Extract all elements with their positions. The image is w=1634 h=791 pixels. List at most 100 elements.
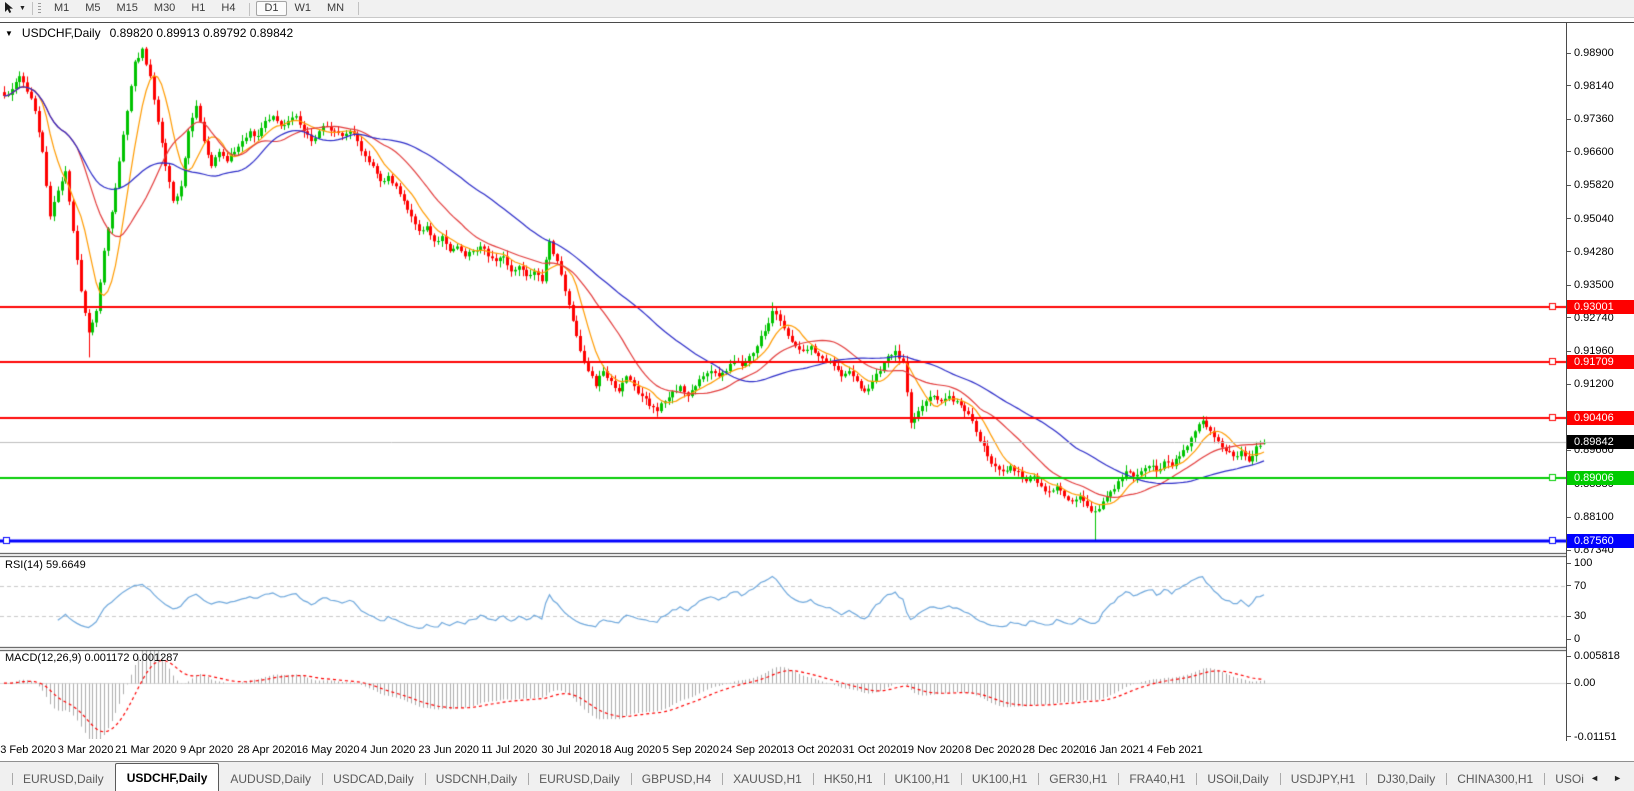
price-axis-tick-label: 0.98900 (1574, 47, 1614, 59)
price-level-badge: 0.89006 (1567, 471, 1634, 486)
collapse-arrow-icon[interactable]: ▼ (5, 28, 13, 38)
timeframe-button-label: W1 (294, 2, 312, 14)
price-axis-tick: 0.92740 (1567, 311, 1614, 325)
timeframe-button[interactable]: M5 (77, 1, 108, 16)
toolbar-grip[interactable] (37, 3, 41, 14)
toolbar-separator (31, 2, 33, 15)
date-axis-label: 21 Mar 2020 (115, 744, 177, 756)
symbol-tab[interactable]: UK100,H1 (883, 767, 961, 791)
rsi-indicator-label: RSI(14) 59.6649 (5, 559, 86, 571)
symbol-tab[interactable]: UK100,H1 (960, 767, 1038, 791)
timeframe-button[interactable]: H1 (183, 1, 213, 16)
price-axis-tick: 0.96600 (1567, 145, 1614, 159)
symbol-tab-label: UK100,H1 (894, 772, 950, 786)
price-level-badge: 0.91709 (1567, 355, 1634, 370)
rsi-axis-tick-label: 30 (1574, 610, 1587, 623)
tick-dash (1567, 85, 1571, 87)
symbol-tab-label: CHINA300,H1 (1457, 772, 1534, 786)
price-axis-tick-label: 0.94280 (1574, 245, 1614, 258)
dropdown-caret-icon[interactable]: ▼ (19, 5, 26, 12)
tick-dash (1567, 549, 1571, 551)
date-axis-label: 3 Mar 2020 (57, 744, 114, 756)
symbol-tab[interactable]: FRA40,H1 (1118, 767, 1196, 791)
symbol-tab[interactable]: EURUSD,Daily (528, 767, 631, 791)
timeframe-button-label: H1 (191, 2, 206, 14)
price-axis-tick: 0.91200 (1567, 377, 1614, 391)
date-axis[interactable]: 13 Feb 2020 3 Mar 2020 21 Mar 2020 9 Apr 20… (0, 739, 1634, 761)
symbol-tab[interactable]: USDJPY,H1 (1279, 767, 1366, 791)
symbol-tab[interactable]: USDCHF,Daily (114, 763, 220, 791)
date-axis-label: 4 Feb 2021 (1147, 744, 1203, 756)
price-axis-tick: 0.88100 (1567, 510, 1614, 524)
tick-dash (1567, 585, 1571, 587)
cursor-tool-group[interactable]: ▼ (0, 0, 29, 17)
price-axis-tick-label: 0.91200 (1574, 378, 1614, 391)
timeframe-button[interactable]: M15 (109, 1, 146, 16)
symbol-tab[interactable]: AUDUSD,Daily (219, 767, 322, 791)
macd-axis-tick-label: 0.00 (1574, 677, 1596, 690)
symbol-tab[interactable]: HK50,H1 (812, 767, 884, 791)
price-axis-tick-label: 0.93500 (1574, 279, 1614, 292)
symbol-tab-label: XAUUSD,H1 (733, 772, 802, 786)
tick-dash (1567, 151, 1571, 153)
price-axis-tick-label: 0.98140 (1574, 79, 1614, 92)
tabs-scroll-left-icon[interactable]: ◄ (1590, 773, 1600, 783)
symbol-tab[interactable]: USOil,Daily (1196, 767, 1279, 791)
price-axis-tick: 0.95040 (1567, 212, 1614, 226)
timeframe-button[interactable]: MN (319, 1, 352, 16)
date-axis-label: 31 Oct 2020 (842, 744, 903, 756)
macd-axis-tick-label: -0.01151 (1574, 730, 1617, 743)
timeframe-button-label: M1 (53, 2, 70, 14)
macd-axis-tick: -0.01151 (1567, 730, 1617, 744)
price-axis-tick: 0.95820 (1567, 178, 1614, 192)
tick-dash (1567, 218, 1571, 220)
date-axis-label: 9 Apr 2020 (179, 744, 234, 756)
timeframe-button[interactable]: D1 (249, 1, 287, 16)
price-level-badge: 0.87560 (1567, 533, 1634, 548)
symbol-tab-label: USDCAD,Daily (333, 772, 414, 786)
date-axis-label: 11 Jul 2020 (481, 744, 538, 756)
timeframe-button[interactable]: H4 (213, 1, 243, 16)
symbol-tab[interactable]: EURUSD,Daily (12, 767, 115, 791)
date-axis-label: 28 Apr 2020 (237, 744, 297, 756)
timeframe-button-label: M30 (153, 2, 176, 14)
price-axis-tick-label: 0.92740 (1574, 311, 1614, 324)
symbol-tab-label: USDCHF,Daily (126, 770, 208, 785)
price-axis-tick: 0.91960 (1567, 344, 1614, 358)
timeframe-button[interactable]: M1 (46, 1, 77, 16)
price-level-badge-value: 0.89006 (1574, 472, 1614, 485)
tick-dash (1567, 562, 1571, 564)
tick-dash (1567, 516, 1571, 518)
symbol-tab[interactable]: CHINA300,H1 (1446, 767, 1544, 791)
tabs-scroll-right-icon[interactable]: ► (1613, 773, 1622, 783)
price-chart-canvas[interactable] (0, 23, 1566, 741)
price-axis-tick: 0.93500 (1567, 278, 1614, 292)
price-level-badge: 0.93001 (1567, 299, 1634, 314)
timeframe-toolbar: ▼ M1 M5 M15 M30 H1 H4 D1 W1 MN (0, 0, 1634, 18)
timeframe-button[interactable]: W1 (287, 1, 320, 16)
symbol-tab[interactable]: GER30,H1 (1038, 767, 1118, 791)
symbol-tab[interactable]: DJ30,Daily (1366, 767, 1446, 791)
tick-dash (1567, 118, 1571, 120)
macd-axis-tick: 0.00 (1567, 676, 1595, 690)
symbol-tab[interactable]: USDCNH,Daily (424, 767, 528, 791)
timeframe-button-label: MN (327, 2, 345, 14)
tick-dash (1567, 655, 1571, 657)
price-axis[interactable]: 0.98900 0.98140 0.97360 0.96600 0.95820 0.950… (1566, 23, 1634, 744)
symbol-tab[interactable]: USOil,H1 (1544, 767, 1584, 791)
symbol-tab[interactable]: GBPUSD,H4 (630, 767, 722, 791)
symbol-tab[interactable]: XAUUSD,H1 (722, 767, 813, 791)
symbol-tab-label: USDJPY,H1 (1290, 772, 1356, 786)
date-axis-label: 24 Sep 2020 (720, 744, 783, 756)
symbol-tab-label: GBPUSD,H4 (641, 772, 712, 786)
cursor-tool-icon[interactable] (3, 1, 16, 17)
rsi-axis-tick: 70 (1567, 579, 1586, 593)
chart-title: ▼ USDCHF,Daily 0.89820 0.89913 0.89792 0… (5, 26, 293, 40)
tick-dash (1567, 682, 1571, 684)
price-axis-tick-label: 0.96600 (1574, 145, 1614, 158)
symbol-tab-label: EURUSD,Daily (539, 772, 620, 786)
timeframe-button[interactable]: M30 (146, 1, 183, 16)
symbol-tab-label: HK50,H1 (823, 772, 873, 786)
symbol-tab[interactable]: USDCAD,Daily (322, 767, 425, 791)
